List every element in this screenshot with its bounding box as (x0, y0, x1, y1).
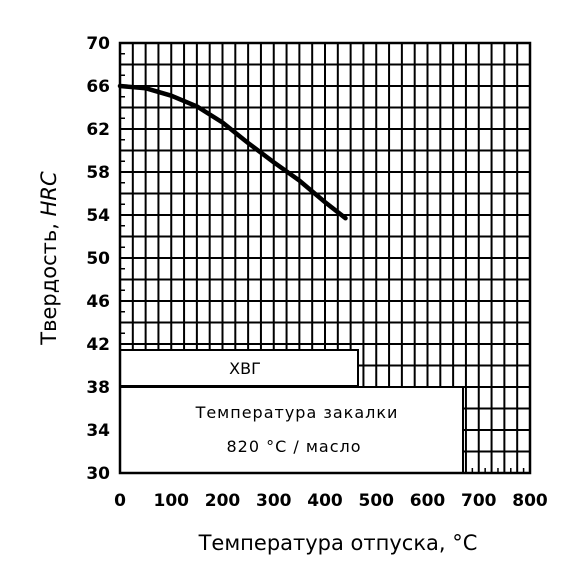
y-tick-label: 58 (86, 163, 110, 183)
grade-box (119, 349, 359, 387)
series-line (117, 83, 348, 221)
y-tick-label: 50 (86, 249, 110, 269)
x-tick-label: 300 (256, 491, 292, 511)
series-group (117, 83, 348, 221)
quench-label-line2: 820 °С / масло (226, 437, 361, 456)
grade-label: ХВГ (229, 359, 261, 378)
tick-labels: 0 100 200 300 400 500 600 700 800 30 34 38 42 46 50 54 5… (86, 34, 548, 511)
y-tick-label: 70 (86, 34, 110, 54)
x-tick-label: 800 (512, 491, 548, 511)
x-tick-label: 200 (205, 491, 241, 511)
x-axis-title: Температура отпуска, °С (198, 531, 478, 555)
y-tick-label: 38 (86, 378, 110, 398)
y-tick-label: 54 (86, 206, 110, 226)
plot-frame (118, 41, 532, 475)
y-tick-label: 30 (86, 464, 110, 484)
y-tick-label: 66 (86, 77, 110, 97)
y-tick-label: 62 (86, 120, 110, 140)
x-tick-label: 0 (114, 491, 126, 511)
x-tick-label: 700 (461, 491, 497, 511)
quench-box (119, 386, 464, 474)
quench-label-line1: Температура закалки (195, 403, 399, 422)
x-tick-label: 600 (410, 491, 446, 511)
x-tick-label: 100 (154, 491, 190, 511)
x-tick-label: 400 (307, 491, 343, 511)
plot-border (118, 41, 532, 475)
y-tick-label: 34 (86, 421, 110, 441)
y-tick-label: 42 (86, 335, 110, 355)
y-axis-title: Твердость, HRC (37, 171, 61, 346)
y-axis-title-prefix: Твердость, (37, 216, 61, 345)
y-axis-title-unit: HRC (37, 171, 61, 216)
x-tick-label: 500 (359, 491, 395, 511)
y-tick-label: 46 (86, 292, 110, 312)
